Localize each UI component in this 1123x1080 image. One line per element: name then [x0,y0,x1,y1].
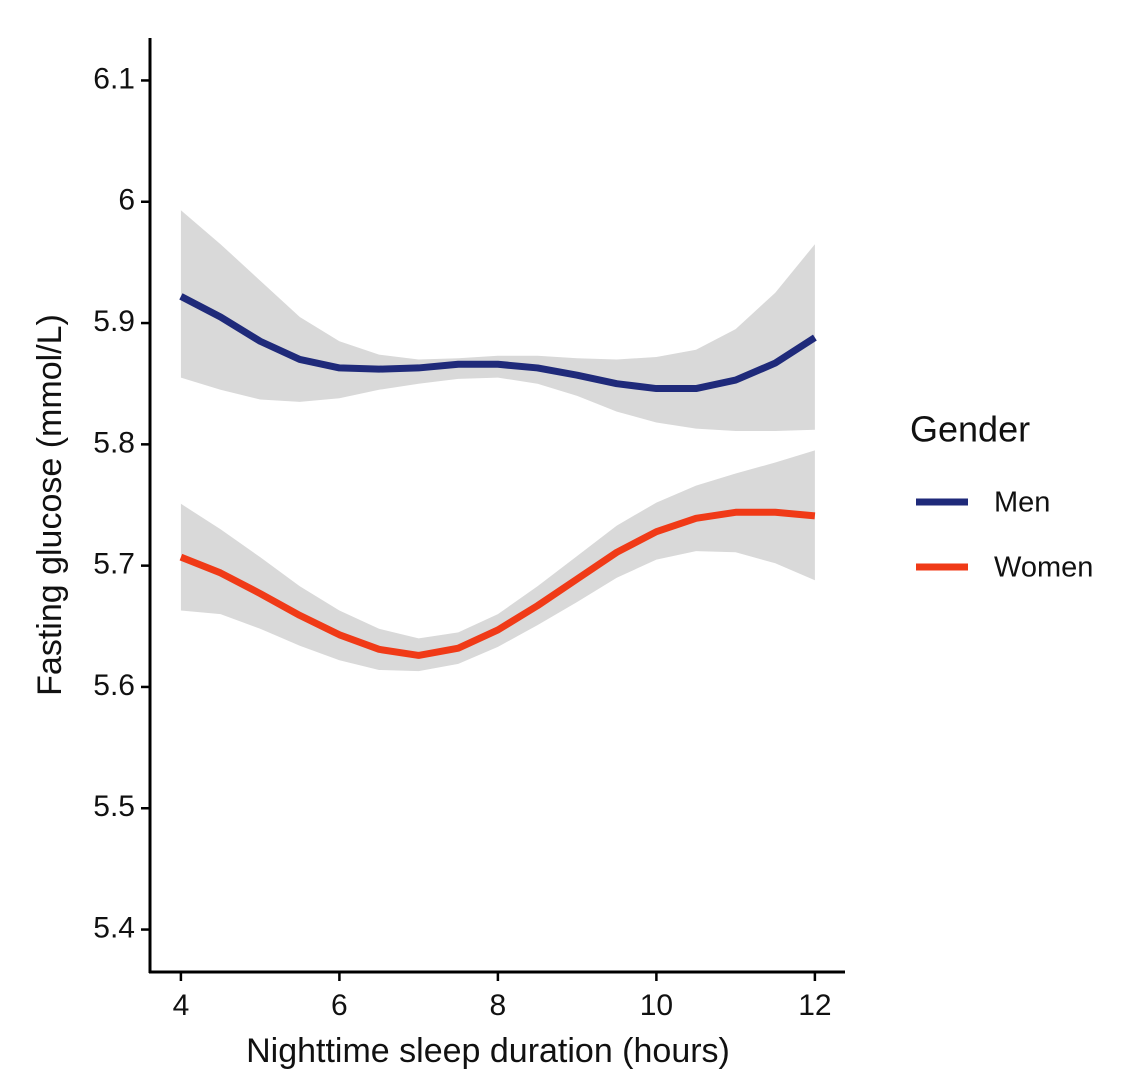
x-tick-label: 6 [331,989,348,1022]
series-line [179,293,817,393]
y-tick-label: 5.7 [93,548,135,581]
legend-entry: Women [994,552,1093,584]
x-axis-title: Nighttime sleep duration (hours) [246,1032,730,1070]
y-tick-label: 5.9 [93,305,135,338]
y-tick-label: 5.4 [93,911,135,944]
y-tick-label: 6.1 [93,62,135,95]
confidence-band [180,210,815,432]
x-tick-label: 8 [490,989,507,1022]
legend-title: Gender [910,409,1030,450]
legend-entry: Men [994,487,1050,519]
series-line [179,508,816,659]
y-tick-label: 6 [118,184,135,217]
y-tick-label: 5.8 [93,426,135,459]
y-axis-title: Fasting glucose (mmol/L) [31,314,69,696]
y-tick-label: 5.6 [93,669,135,702]
y-tick-label: 5.5 [93,790,135,823]
x-tick-label: 12 [798,989,831,1022]
x-tick-label: 4 [173,989,190,1022]
x-tick-label: 10 [640,989,673,1022]
confidence-band [180,450,815,672]
